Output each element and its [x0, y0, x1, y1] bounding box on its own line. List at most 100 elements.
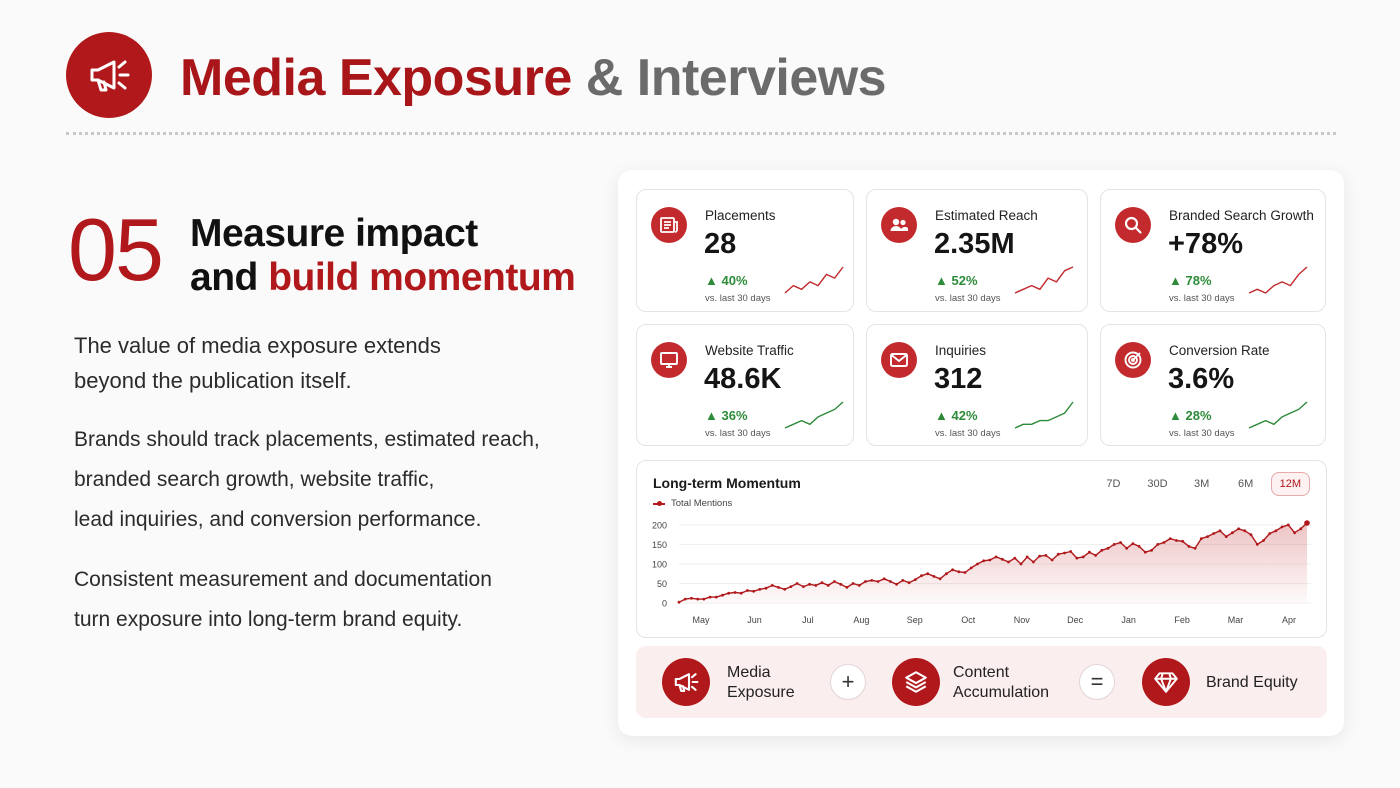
data-point	[957, 570, 961, 574]
brand-equity-equation: Media Exposure + Content Accumulation = …	[636, 646, 1327, 718]
data-point	[1032, 560, 1035, 564]
x-tick-label: Nov	[1014, 615, 1031, 625]
megaphone-logo	[66, 32, 152, 118]
step-number: 05	[68, 200, 164, 299]
data-point	[1231, 531, 1234, 535]
metric-comparison: vs. last 30 days	[935, 293, 1001, 304]
chart-legend: Total Mentions	[653, 498, 732, 509]
data-point	[1181, 539, 1184, 543]
range-3m[interactable]: 3M	[1193, 478, 1210, 490]
y-tick-label: 0	[662, 599, 667, 609]
x-tick-label: Mar	[1228, 615, 1244, 625]
metric-comparison: vs. last 30 days	[1169, 293, 1235, 304]
y-tick-label: 100	[652, 559, 667, 569]
range-12m[interactable]: 12M	[1270, 472, 1310, 496]
eq-line: Accumulation	[953, 684, 1050, 701]
data-point	[733, 591, 737, 594]
metric-card-branded-search: Branded Search Growth +78% ▲ 78% vs. las…	[1100, 189, 1326, 312]
sparkline-line	[784, 266, 844, 294]
dotted-divider	[66, 132, 1336, 135]
data-point	[857, 584, 861, 587]
data-point	[702, 597, 706, 601]
data-point	[1013, 556, 1017, 560]
metric-card-conversion: Conversion Rate 3.6% ▲ 28% vs. last 30 d…	[1100, 324, 1326, 446]
data-point	[976, 562, 979, 566]
metric-change: ▲ 78%	[1169, 273, 1212, 288]
sparkline	[784, 401, 844, 429]
metric-card-placements: Placements 28 ▲ 40% vs. last 30 days	[636, 189, 854, 312]
chart-title: Long-term Momentum	[653, 475, 801, 491]
data-point	[963, 571, 967, 574]
sparkline	[1248, 266, 1308, 294]
data-point	[1199, 537, 1203, 540]
sparkline-line	[1014, 266, 1074, 294]
data-point	[1137, 545, 1141, 548]
metric-value: 2.35M	[934, 228, 1015, 260]
heading-prefix: and	[190, 256, 258, 299]
data-point	[727, 591, 731, 595]
range-30d[interactable]: 30D	[1147, 478, 1168, 490]
data-point	[870, 579, 874, 582]
equation-media-exposure: Media Exposure	[727, 663, 795, 703]
x-tick-label: Apr	[1282, 615, 1296, 625]
metric-card-website-traffic: Website Traffic 48.6K ▲ 36% vs. last 30 …	[636, 324, 854, 446]
change-percent: 28%	[1185, 408, 1212, 423]
heading-line1: Measure impact	[190, 212, 478, 255]
layers-icon	[892, 658, 940, 706]
sparkline-line	[1248, 401, 1308, 429]
momentum-chart-card: 0 50 100 150 200 May Jun Jul Aug Sep Oct Nov Dec Jan F…	[636, 460, 1327, 638]
data-point	[833, 580, 836, 583]
metric-value: 28	[704, 228, 737, 260]
x-tick-label: Dec	[1067, 615, 1084, 625]
heading-line2: and build momentum	[190, 256, 576, 300]
metric-comparison: vs. last 30 days	[705, 293, 771, 304]
tracking-line: branded search growth, website traffic,	[74, 468, 435, 491]
diamond-icon	[1142, 658, 1190, 706]
data-point	[1304, 520, 1310, 526]
monitor-icon	[651, 342, 687, 378]
metric-label: Placements	[705, 208, 776, 223]
eq-line: Exposure	[727, 684, 795, 701]
legend-label: Total Mentions	[671, 498, 733, 509]
data-point	[1044, 554, 1048, 557]
metric-card-reach: Estimated Reach 2.35M ▲ 52% vs. last 30 …	[866, 189, 1088, 312]
data-point	[864, 580, 867, 583]
data-point	[721, 593, 724, 597]
data-point	[845, 586, 849, 589]
change-percent: 52%	[951, 273, 978, 288]
data-point	[1112, 543, 1116, 546]
time-range-selector: 7D 30D 3M 6M 12M	[1094, 472, 1310, 496]
data-point	[1069, 550, 1073, 553]
intro-line: beyond the publication itself.	[74, 368, 352, 393]
metric-change: ▲ 42%	[935, 408, 978, 423]
data-point	[1299, 527, 1303, 531]
data-point	[714, 595, 718, 599]
data-point	[1088, 550, 1091, 554]
data-point	[1255, 543, 1259, 546]
data-point	[1280, 525, 1284, 529]
data-point	[814, 584, 818, 587]
mail-icon	[881, 342, 917, 378]
data-point	[690, 596, 693, 600]
data-point	[1081, 555, 1085, 559]
data-point	[889, 580, 892, 583]
equation-content-accumulation: Content Accumulation	[953, 663, 1049, 703]
users-icon	[881, 207, 917, 243]
data-point	[1019, 562, 1023, 566]
x-tick-label: Jan	[1121, 615, 1136, 625]
data-point	[1262, 539, 1265, 542]
data-point	[758, 587, 762, 591]
data-point	[988, 558, 992, 562]
data-point	[770, 584, 774, 587]
sparkline	[1014, 266, 1074, 294]
range-6m[interactable]: 6M	[1237, 478, 1254, 490]
intro-paragraph: The value of media exposure extends beyo…	[74, 328, 554, 398]
search-icon	[1115, 207, 1151, 243]
data-point	[851, 582, 855, 585]
data-point	[926, 572, 930, 576]
range-7d[interactable]: 7D	[1106, 478, 1121, 490]
data-point	[969, 566, 973, 570]
data-point	[683, 597, 687, 601]
data-point	[1063, 551, 1066, 555]
metric-comparison: vs. last 30 days	[1169, 428, 1235, 439]
